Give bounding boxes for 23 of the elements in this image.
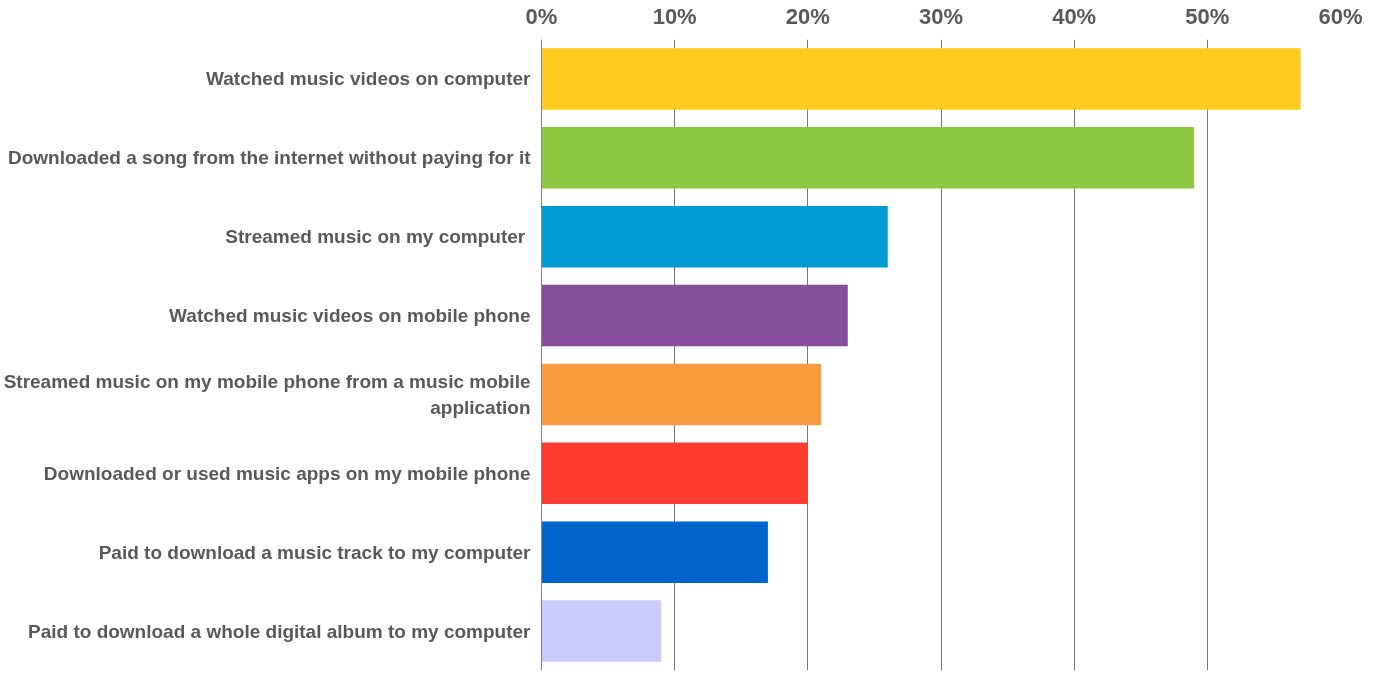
y-tick-label: Paid to download a music track to my computer <box>98 541 532 563</box>
y-tick-label: Watched music videos on mobile phone <box>169 305 531 327</box>
bar <box>541 284 848 347</box>
y-tick-label: Downloaded a song from the internet without paying for it <box>8 147 532 169</box>
x-tick-label: 60% <box>1318 3 1363 29</box>
bar <box>541 363 822 426</box>
y-tick-label: Paid to download a whole digital album to my computer <box>28 620 532 642</box>
x-tick-label: 10% <box>652 3 697 29</box>
bar <box>541 442 808 505</box>
y-tick-label: Streamed music on my computer <box>225 226 526 248</box>
x-tick-label: 40% <box>1052 3 1097 29</box>
x-tick-label: 0% <box>525 3 558 29</box>
bar <box>541 521 768 583</box>
x-tick-label: 50% <box>1185 3 1230 29</box>
y-tick-label: Watched music videos on computer <box>206 68 532 90</box>
bar <box>541 127 1195 189</box>
y-tick-label: Streamed music on my mobile phone from a music mobile application <box>3 371 531 418</box>
bar <box>541 600 662 662</box>
bar <box>541 205 888 268</box>
x-tick-label: 30% <box>918 3 964 29</box>
y-tick-label: Downloaded or used music apps on my mobile phone <box>43 462 531 484</box>
bar <box>541 48 1301 110</box>
x-tick-label: 20% <box>785 3 830 29</box>
